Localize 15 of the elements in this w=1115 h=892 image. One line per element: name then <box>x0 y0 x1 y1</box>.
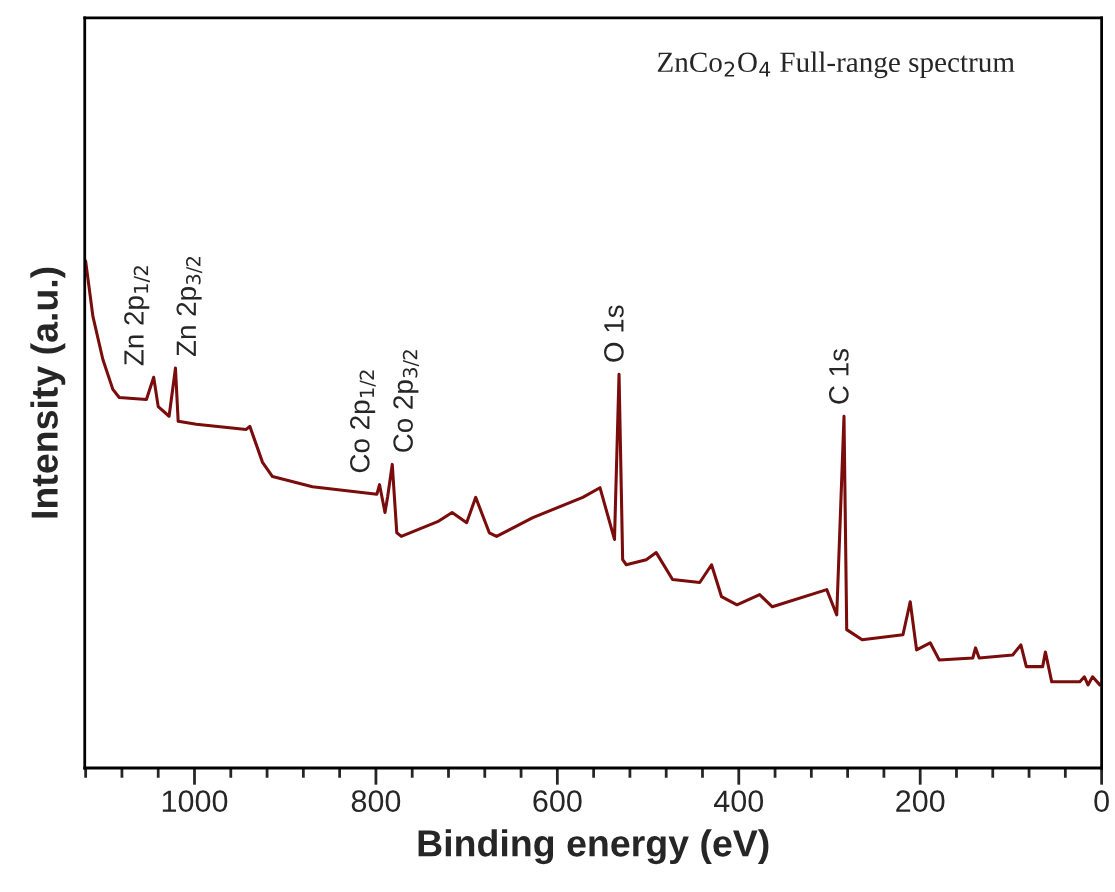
annotation: C 1s <box>829 349 849 404</box>
annotation: Zn 2p$_{3/2}$ <box>176 257 203 357</box>
annotation: Zn 2p$_{1/2}$ <box>124 266 150 366</box>
text: ZnCo$_{2}$O$_{4}$ Full-range spectrum <box>657 51 1015 79</box>
x-tick-label: 600 <box>533 790 582 812</box>
x-tick-label: 400 <box>713 790 764 812</box>
annotation: O 1s <box>604 305 624 362</box>
x-tick-label: 200 <box>896 790 945 812</box>
annotation: Co 2p$_{1/2}$ <box>350 370 376 473</box>
x-tick-label: 0 <box>1094 790 1109 812</box>
annotation: Co 2p$_{3/2}$ <box>393 350 420 452</box>
x-tick-label: 1000 <box>162 790 228 812</box>
x-tick-label: 800 <box>351 790 401 812</box>
x-axis-title: Binding energy (eV) <box>418 829 769 865</box>
y-axis-title: Intensity (a.u.) <box>30 267 66 518</box>
